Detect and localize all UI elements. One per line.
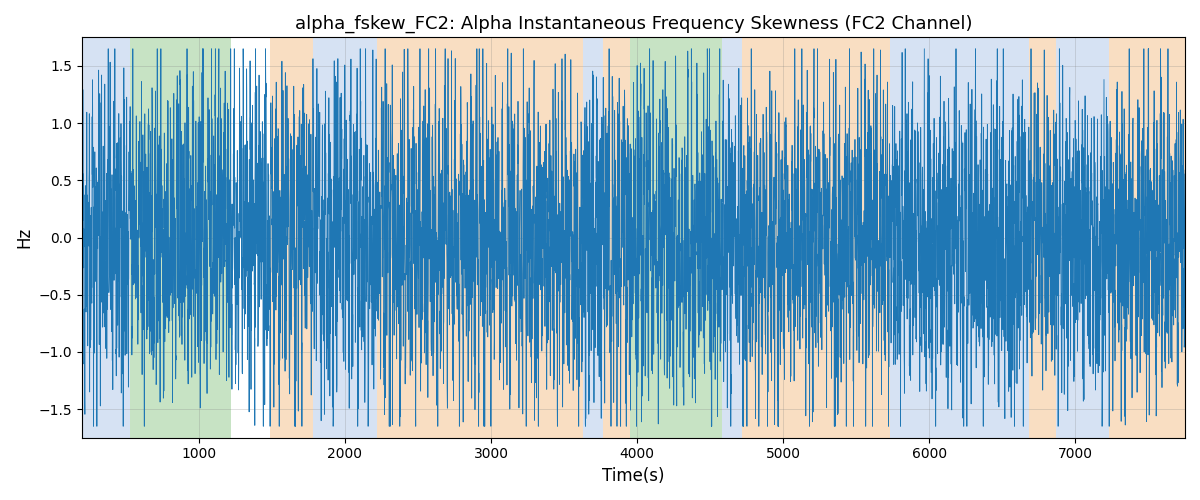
X-axis label: Time(s): Time(s) [602, 467, 665, 485]
Bar [890, 38, 1028, 438]
Bar [270, 38, 313, 438]
Bar [82, 38, 130, 438]
Bar [1056, 38, 1109, 438]
Bar [583, 38, 604, 438]
Title: alpha_fskew_FC2: Alpha Instantaneous Frequency Skewness (FC2 Channel): alpha_fskew_FC2: Alpha Instantaneous Fre… [295, 15, 972, 34]
Bar [1109, 38, 1184, 438]
Bar [130, 38, 230, 438]
Bar [313, 38, 377, 438]
Y-axis label: Hz: Hz [14, 227, 32, 248]
Bar [1028, 38, 1056, 438]
Bar [377, 38, 583, 438]
Bar [722, 38, 743, 438]
Bar [604, 38, 630, 438]
Bar [743, 38, 890, 438]
Bar [630, 38, 722, 438]
